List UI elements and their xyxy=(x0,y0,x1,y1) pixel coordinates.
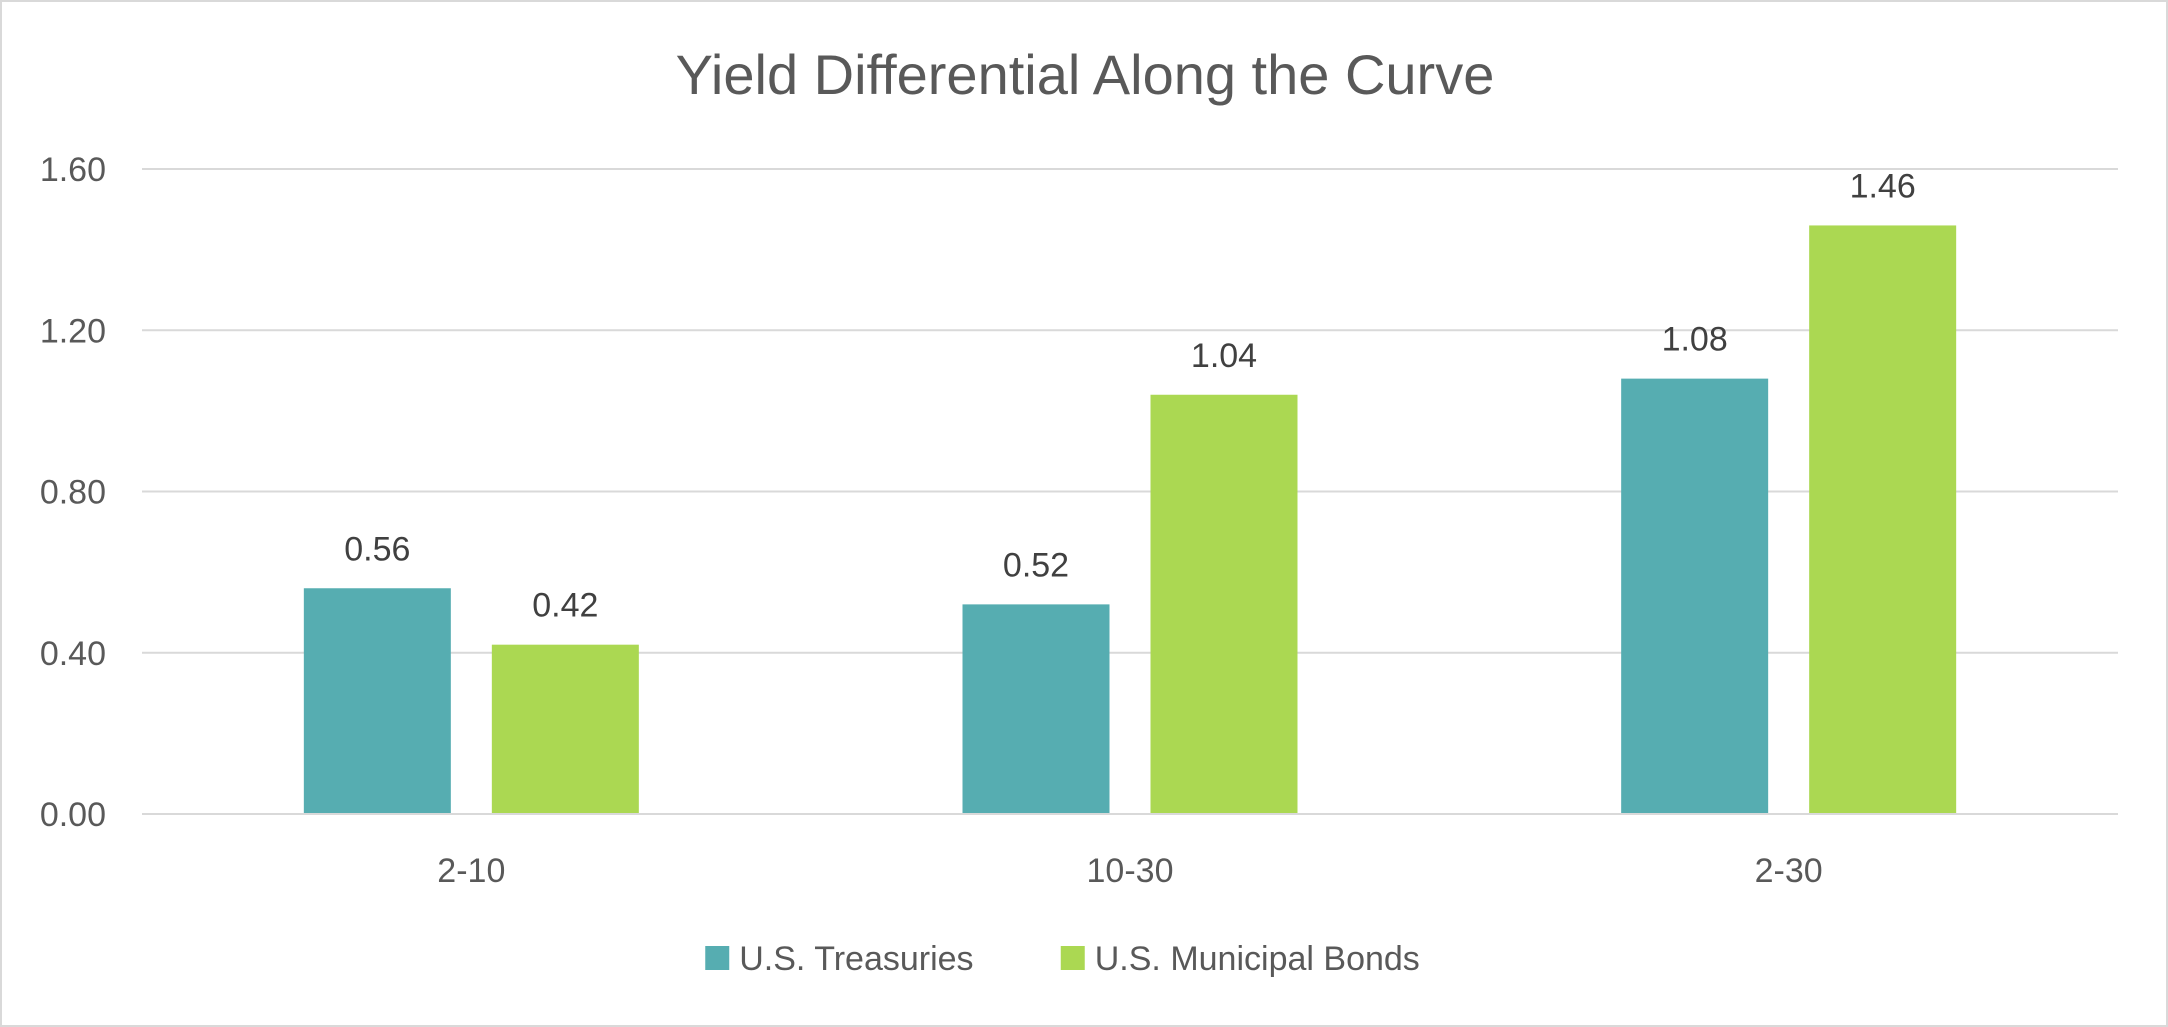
legend-label: U.S. Municipal Bonds xyxy=(1095,940,1420,978)
data-label: 1.46 xyxy=(1850,167,1916,205)
y-tick-label: 1.60 xyxy=(40,151,106,189)
data-label: 0.56 xyxy=(344,530,410,568)
legend-label: U.S. Treasuries xyxy=(739,940,973,978)
legend-swatch xyxy=(1060,946,1085,970)
bar-2-10-series-2 xyxy=(491,644,639,814)
bar-2-30-series-2 xyxy=(1809,225,1957,814)
bars: 0.56 0.42 0.52 1.04 1.08 1.46 xyxy=(303,167,1957,814)
y-tick-label: 0.00 xyxy=(40,796,106,834)
bar-2-10-series-1 xyxy=(303,588,451,814)
y-tick-label: 0.40 xyxy=(40,635,106,673)
bar-10-30-series-2 xyxy=(1150,394,1298,814)
data-label: 0.52 xyxy=(1003,546,1069,584)
chart-title: Yield Differential Along the Curve xyxy=(676,43,1495,106)
x-tick-label: 10-30 xyxy=(1087,852,1174,890)
y-axis: 0.00 0.40 0.80 1.20 1.60 xyxy=(40,151,106,834)
legend-swatch xyxy=(705,946,730,970)
x-tick-label: 2-10 xyxy=(437,852,505,890)
y-tick-label: 1.20 xyxy=(40,312,106,350)
data-label: 1.08 xyxy=(1662,321,1728,359)
bar-2-30-series-1 xyxy=(1621,378,1769,814)
x-axis: 2-10 10-30 2-30 xyxy=(142,813,2118,890)
data-label: 0.42 xyxy=(532,587,598,625)
data-label: 1.04 xyxy=(1191,337,1257,375)
y-tick-label: 0.80 xyxy=(40,474,106,512)
x-tick-label: 2-30 xyxy=(1755,852,1823,890)
legend: U.S. Treasuries U.S. Municipal Bonds xyxy=(705,940,1420,978)
bar-10-30-series-1 xyxy=(962,604,1110,814)
